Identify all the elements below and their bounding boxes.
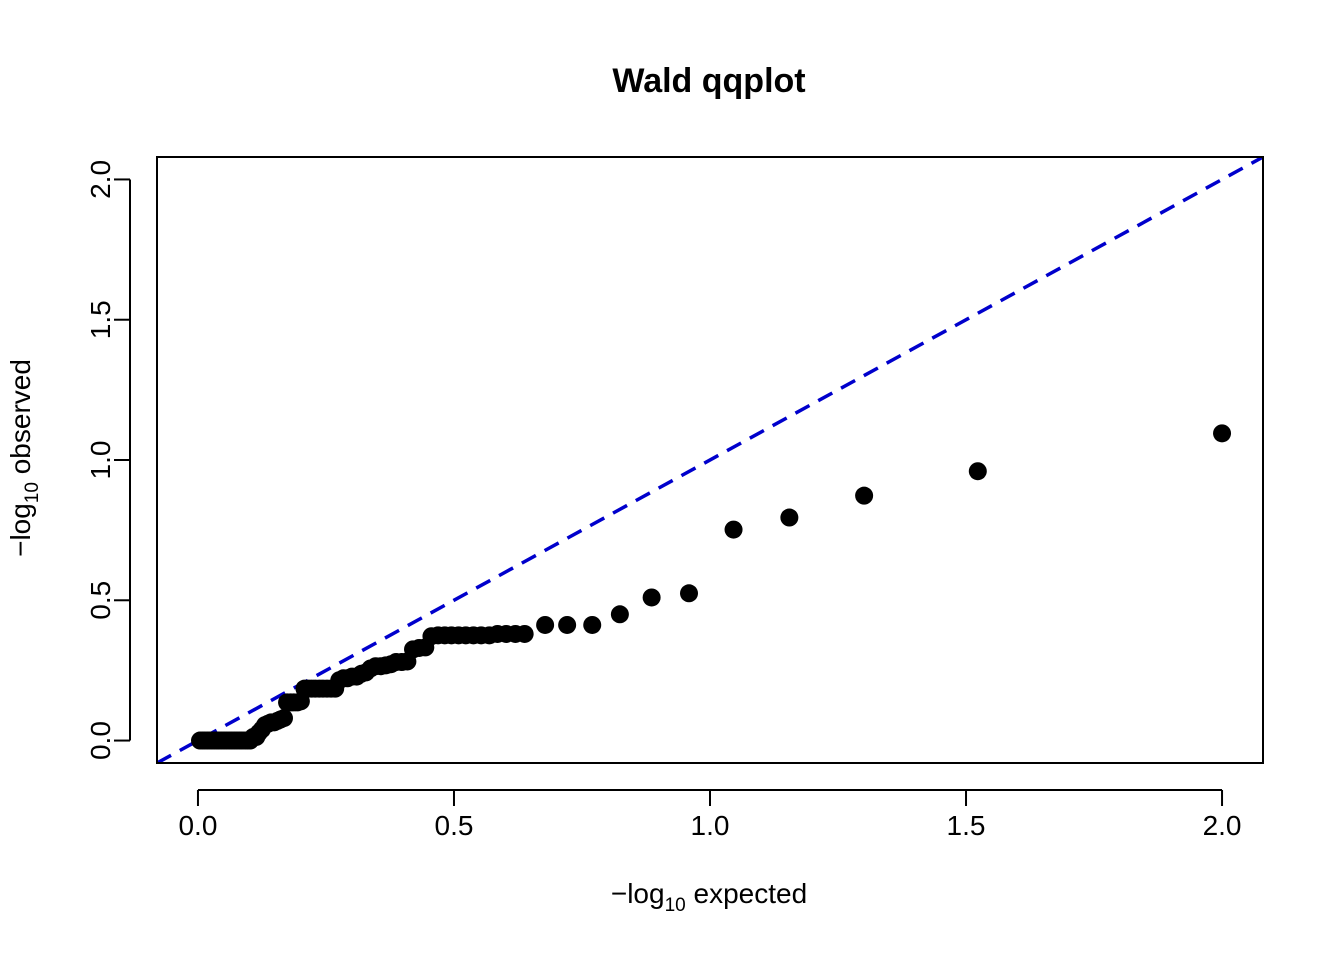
y-axis-label-prefix: −log bbox=[5, 503, 36, 557]
data-point bbox=[855, 486, 874, 505]
x-tick-label: 1.0 bbox=[691, 810, 730, 841]
x-axis: 0.0 0.5 1.0 1.5 2.0 bbox=[178, 789, 1242, 841]
x-tick-label: 0.0 bbox=[178, 810, 217, 841]
y-axis-label-suffix: observed bbox=[5, 359, 36, 482]
data-point bbox=[515, 624, 534, 643]
chart-title: Wald qqplot bbox=[612, 62, 805, 100]
data-point bbox=[968, 462, 987, 481]
data-point bbox=[1213, 424, 1232, 443]
plot-area bbox=[157, 157, 1263, 763]
x-tick-label: 0.5 bbox=[435, 810, 474, 841]
x-axis-label-prefix: −log bbox=[611, 878, 665, 909]
x-axis-label: −log10 expected bbox=[611, 878, 807, 916]
y-tick-label: 2.0 bbox=[85, 160, 116, 199]
data-point bbox=[610, 605, 629, 624]
data-point bbox=[583, 615, 602, 634]
y-tick-label: 1.5 bbox=[85, 300, 116, 339]
y-axis-label-subscript: 10 bbox=[22, 482, 43, 503]
y-tick-label: 0.0 bbox=[85, 721, 116, 760]
reference-line bbox=[157, 157, 1263, 763]
y-tick-label: 0.5 bbox=[85, 581, 116, 620]
y-axis-label: −log10 observed bbox=[5, 359, 43, 557]
plot-frame bbox=[156, 156, 1264, 764]
data-point bbox=[642, 588, 661, 607]
data-point bbox=[780, 508, 799, 527]
data-point bbox=[274, 709, 293, 728]
data-point bbox=[558, 615, 577, 634]
y-tick-label: 1.0 bbox=[85, 441, 116, 480]
x-axis-label-subscript: 10 bbox=[665, 895, 686, 916]
data-point bbox=[724, 520, 743, 539]
y-axis: 0.0 0.5 1.0 1.5 2.0 bbox=[85, 160, 131, 760]
x-tick-label: 1.5 bbox=[947, 810, 986, 841]
x-tick-label: 2.0 bbox=[1203, 810, 1242, 841]
data-point bbox=[680, 584, 699, 603]
data-point bbox=[536, 615, 555, 634]
x-axis-label-suffix: expected bbox=[686, 878, 807, 909]
